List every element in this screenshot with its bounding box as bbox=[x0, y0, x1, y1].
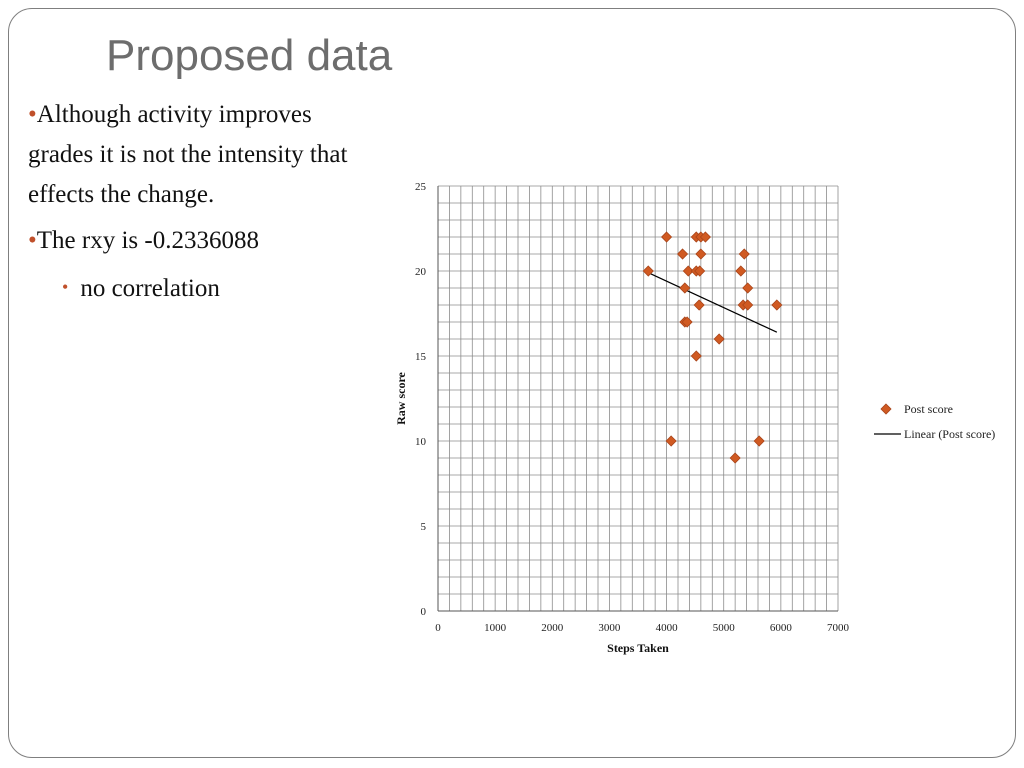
legend-marker-post-score bbox=[880, 403, 892, 415]
data-point bbox=[679, 282, 691, 294]
data-point bbox=[735, 265, 747, 277]
data-point bbox=[738, 248, 750, 260]
data-point bbox=[753, 435, 765, 447]
data-point bbox=[661, 231, 673, 243]
bullet-mark: • bbox=[28, 227, 37, 254]
x-axis-label: Steps Taken bbox=[607, 641, 669, 655]
bullet-mark: • bbox=[28, 101, 37, 128]
trendline bbox=[648, 272, 778, 333]
bullet-text: The rxy is -0.2336088 bbox=[36, 227, 259, 254]
sub-bullet-item: • no correlation bbox=[62, 267, 378, 309]
legend-label-trendline: Linear (Post score) bbox=[904, 427, 995, 441]
data-point bbox=[694, 265, 706, 277]
data-point bbox=[729, 452, 741, 464]
data-point bbox=[771, 299, 783, 311]
bullet-text: no correlation bbox=[80, 275, 220, 302]
data-point bbox=[742, 299, 754, 311]
bullet-item: •Although activity improves grades it is… bbox=[28, 95, 378, 215]
x-tick-label: 7000 bbox=[827, 622, 850, 634]
data-point bbox=[713, 333, 725, 345]
x-tick-label: 3000 bbox=[598, 622, 621, 634]
data-point bbox=[677, 248, 689, 260]
legend-label-post-score: Post score bbox=[904, 402, 953, 416]
x-tick-label: 5000 bbox=[713, 622, 736, 634]
y-tick-label: 25 bbox=[415, 181, 427, 193]
data-point bbox=[682, 265, 694, 277]
x-tick-label: 4000 bbox=[656, 622, 679, 634]
data-point bbox=[665, 435, 677, 447]
x-tick-label: 2000 bbox=[541, 622, 564, 634]
data-point bbox=[699, 231, 711, 243]
data-point bbox=[695, 248, 707, 260]
x-tick-label: 1000 bbox=[484, 622, 507, 634]
data-point bbox=[693, 299, 705, 311]
slide-title: Proposed data bbox=[106, 31, 393, 80]
bullet-mark: • bbox=[62, 277, 69, 297]
y-tick-label: 15 bbox=[415, 351, 427, 363]
x-tick-label: 0 bbox=[435, 622, 441, 634]
data-point bbox=[642, 265, 654, 277]
y-axis-label: Raw score bbox=[394, 371, 408, 424]
y-tick-label: 0 bbox=[421, 606, 427, 618]
bullet-list: •Although activity improves grades it is… bbox=[28, 95, 378, 315]
data-point bbox=[742, 282, 754, 294]
x-tick-label: 6000 bbox=[770, 622, 793, 634]
bullet-text: Although activity improves grades it is … bbox=[28, 101, 348, 208]
y-tick-label: 5 bbox=[421, 521, 427, 533]
data-point bbox=[690, 350, 702, 362]
y-tick-label: 10 bbox=[415, 436, 427, 448]
plot-area bbox=[438, 186, 838, 611]
data-point bbox=[681, 316, 693, 328]
bullet-item: •The rxy is -0.2336088 bbox=[28, 221, 378, 261]
y-tick-label: 20 bbox=[415, 266, 427, 278]
